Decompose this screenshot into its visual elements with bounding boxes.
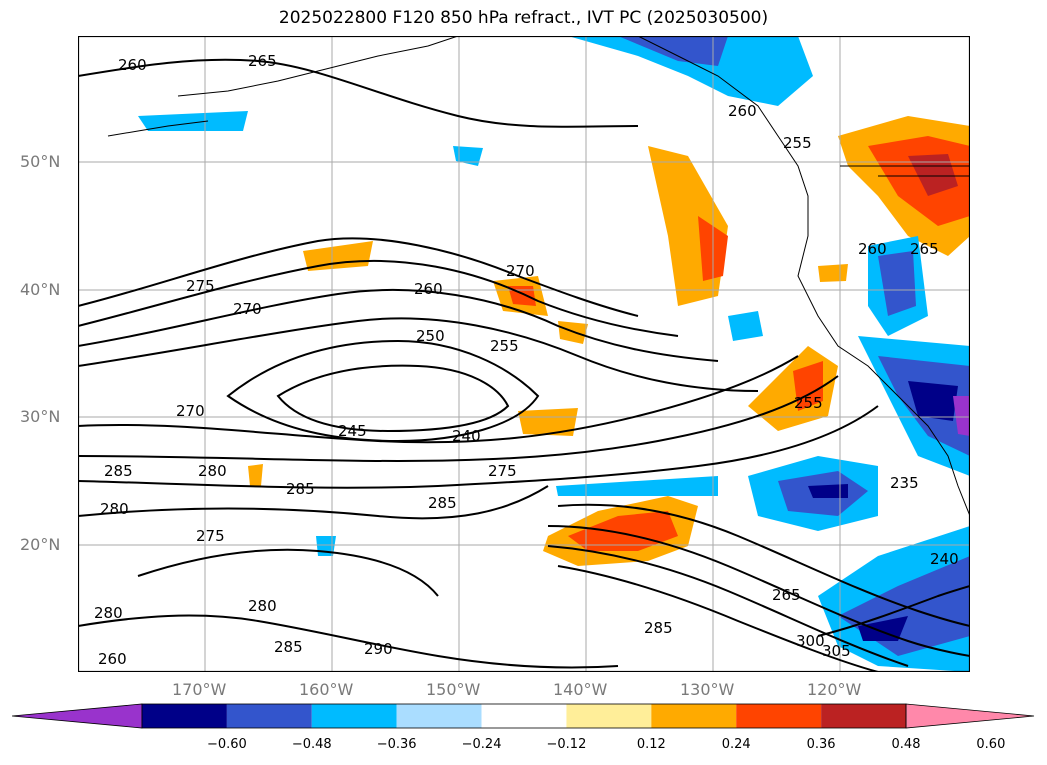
contour-label: 275	[186, 277, 215, 295]
contour-label: 270	[233, 300, 262, 318]
colorbar-tick-label: −0.12	[546, 737, 587, 752]
contour-label: 260	[98, 650, 127, 668]
lat-tick-label: 20°N	[20, 535, 61, 554]
colorbar-arrow-right	[905, 703, 1035, 729]
contour-label: 270	[506, 262, 535, 280]
contour-label: 280	[100, 500, 129, 518]
colorbar-swatch	[226, 704, 312, 728]
colorbar-tick-label: −0.36	[376, 737, 417, 752]
contour-label: 245	[338, 422, 367, 440]
contour-label: 285	[644, 619, 673, 637]
colorbar-tick-label: −0.24	[461, 737, 502, 752]
colorbar-tick-label: −0.48	[291, 737, 332, 752]
contour-label: 260	[118, 56, 147, 74]
contour-label: 270	[176, 402, 205, 420]
contour-label: 290	[364, 640, 393, 658]
colorbar-swatch	[566, 704, 652, 728]
contour-label: 265	[248, 52, 277, 70]
colorbar-arrow-left	[12, 703, 143, 729]
lon-tick-label: 170°W	[172, 680, 227, 699]
contour-label: 235	[890, 474, 919, 492]
lon-tick-label: 130°W	[680, 680, 735, 699]
contour-label: 260	[858, 240, 887, 258]
lat-tick-label: 50°N	[20, 152, 61, 171]
colorbar-tick-label: 0.60	[976, 737, 1006, 752]
contour-label: 250	[416, 327, 445, 345]
contour-label: 255	[794, 394, 823, 412]
colorbar-swatch	[142, 704, 227, 728]
contour-label: 265	[910, 240, 939, 258]
colorbar-tick-label: 0.48	[891, 737, 921, 752]
colorbar-swatch	[736, 704, 822, 728]
contour-label: 285	[428, 494, 457, 512]
contour-label: 255	[783, 134, 812, 152]
contour-label: 260	[414, 280, 443, 298]
colorbar-swatch	[311, 704, 397, 728]
colorbar-swatch	[396, 704, 482, 728]
colorbar	[12, 703, 1035, 729]
contour-label: 300	[796, 632, 825, 650]
map-title: 2025022800 F120 850 hPa refract., IVT PC…	[278, 8, 769, 28]
contour-label: 285	[286, 480, 315, 498]
contour-label: 280	[248, 597, 277, 615]
colorbar-tick-label: 0.36	[806, 737, 836, 752]
contour-label: 285	[274, 638, 303, 656]
lat-tick-label: 30°N	[20, 407, 61, 426]
contour-label: 280	[198, 462, 227, 480]
contour-label: 265	[772, 586, 801, 604]
lon-tick-label: 150°W	[426, 680, 481, 699]
colorbar-tick-label: 0.24	[721, 737, 751, 752]
contour-label: 260	[728, 102, 757, 120]
lon-tick-label: 140°W	[553, 680, 608, 699]
colorbar-swatch	[481, 704, 567, 728]
contour-label: 240	[452, 427, 481, 445]
map-plot: 260 265 260 255 270 275 270 260 250 255 …	[78, 36, 970, 672]
contour-label: 285	[104, 462, 133, 480]
colorbar-tick-label: 0.12	[636, 737, 666, 752]
colorbar-swatch	[821, 704, 906, 728]
contour-label: 275	[488, 462, 517, 480]
colorbar-tick-label: −0.60	[206, 737, 247, 752]
contours	[78, 58, 970, 672]
contour-label: 305	[822, 642, 851, 660]
lat-tick-label: 40°N	[20, 280, 61, 299]
contour-label: 255	[490, 337, 519, 355]
contour-label: 275	[196, 527, 225, 545]
gridlines	[78, 36, 970, 672]
colorbar-swatch	[651, 704, 737, 728]
lon-tick-label: 160°W	[299, 680, 354, 699]
lon-tick-label: 120°W	[807, 680, 862, 699]
contour-label: 280	[94, 604, 123, 622]
coastlines	[107, 36, 970, 517]
contour-label: 240	[930, 550, 959, 568]
contour-labels: 260 265 260 255 270 275 270 260 250 255 …	[94, 52, 959, 668]
